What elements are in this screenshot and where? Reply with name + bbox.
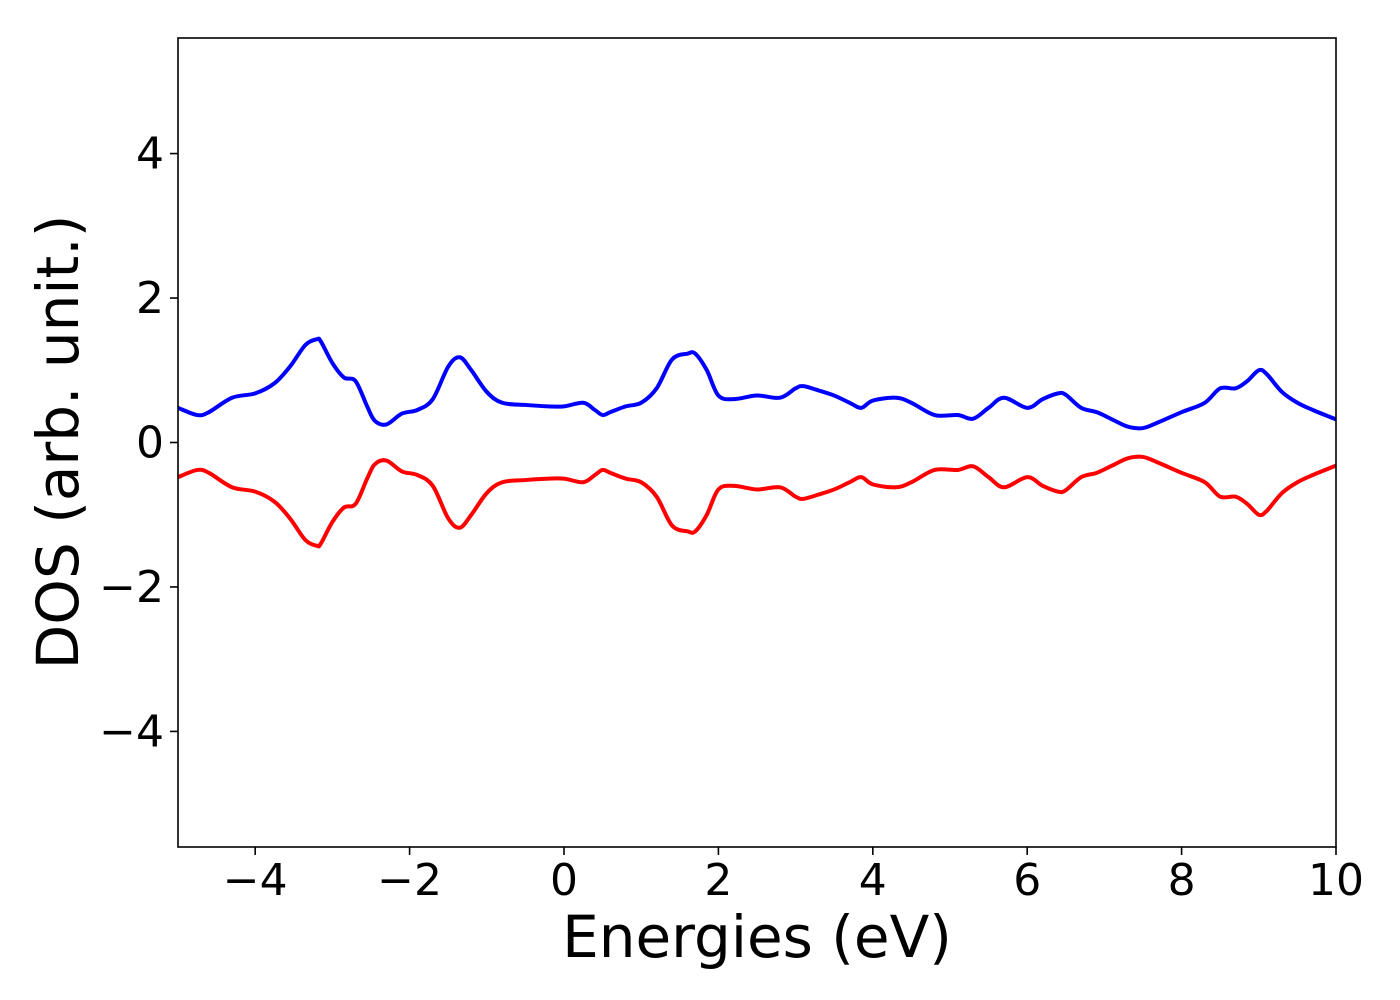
x-tick-label: 8 bbox=[1168, 855, 1196, 906]
spin-down-dos-line bbox=[178, 454, 1336, 549]
series-layer bbox=[178, 336, 1336, 549]
x-tick-label: 6 bbox=[1013, 855, 1041, 906]
x-tick-label: −4 bbox=[223, 855, 288, 906]
y-axis: −4 −2 0 2 4 bbox=[99, 129, 178, 757]
y-axis-label: DOS (arb. unit.) bbox=[24, 215, 92, 670]
x-axis-label: Energies (eV) bbox=[562, 903, 952, 971]
x-tick-label: 2 bbox=[704, 855, 732, 906]
y-tick-label: −2 bbox=[99, 562, 164, 613]
y-tick-label: 0 bbox=[136, 418, 164, 469]
y-tick-label: −4 bbox=[99, 706, 164, 757]
y-tick-label: 2 bbox=[136, 273, 164, 324]
x-tick-label: 10 bbox=[1308, 855, 1364, 906]
x-tick-label: 0 bbox=[550, 855, 578, 906]
spin-up-dos-line bbox=[178, 336, 1336, 431]
y-tick-label: 4 bbox=[136, 129, 164, 180]
x-tick-label: 4 bbox=[859, 855, 887, 906]
x-tick-label: −2 bbox=[377, 855, 442, 906]
x-axis: −4 −2 0 2 4 6 8 10 bbox=[223, 847, 1364, 906]
